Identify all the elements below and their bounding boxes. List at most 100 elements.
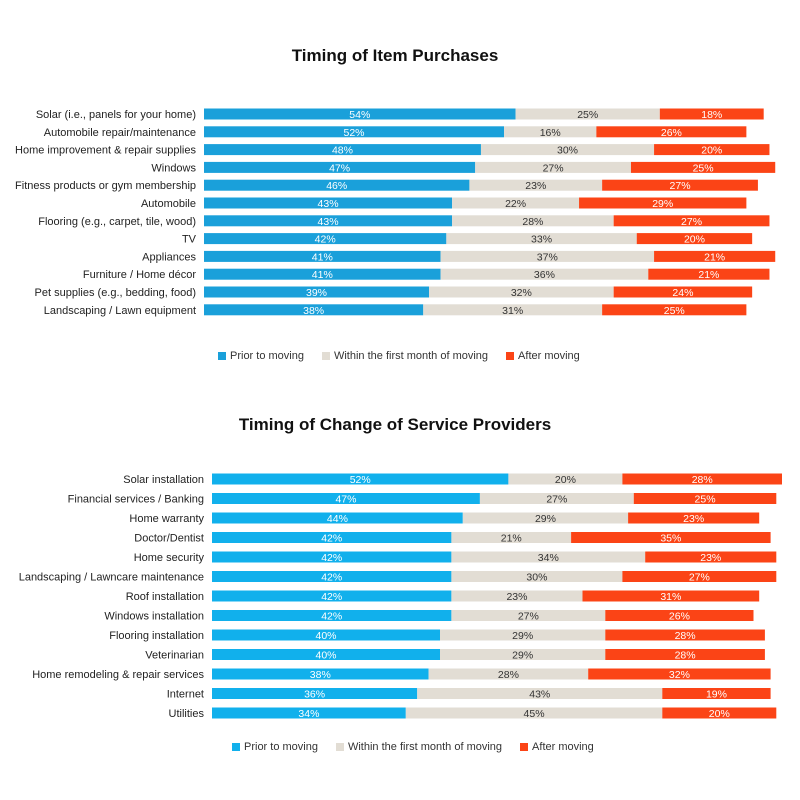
bar-segment [204, 144, 481, 156]
data-label: 19% [706, 689, 727, 701]
data-label: 30% [526, 572, 547, 584]
bar-segment [508, 473, 623, 485]
bar-segment [605, 629, 765, 641]
data-label: 32% [669, 669, 690, 681]
bar-segment [405, 707, 663, 719]
service-providers-chart-panel: Timing of Change of Service Providers So… [0, 395, 800, 800]
bar-segment [212, 610, 452, 621]
bar-segment [423, 304, 603, 316]
category-label: TV [182, 234, 197, 246]
chart-title: Timing of Change of Service Providers [238, 415, 552, 434]
data-label: 21% [501, 533, 522, 545]
data-label: 24% [672, 287, 693, 299]
data-label: 42% [321, 611, 342, 623]
category-label: Windows [151, 162, 196, 174]
data-label: 23% [525, 180, 546, 192]
bar-segment [596, 126, 747, 138]
category-label: Flooring installation [109, 630, 204, 642]
category-label: Financial services / Banking [68, 494, 204, 506]
purchases-chart-svg: Solar (i.e., panels for your home) 54% 25%… [15, 108, 776, 317]
legend-swatch [232, 743, 240, 751]
category-label: Solar installation [123, 474, 204, 486]
data-label: 25% [577, 109, 598, 121]
bar-segment [204, 197, 453, 209]
category-label: Utilities [169, 708, 205, 720]
category-label: Internet [167, 689, 204, 701]
bar-segment [212, 551, 452, 563]
data-label: 42% [321, 572, 342, 584]
bar-segment [440, 629, 606, 641]
legend-label: Prior to moving [230, 350, 304, 362]
category-label: Fitness products or gym membership [15, 180, 196, 192]
category-label: Veterinarian [145, 650, 204, 662]
bar-segment [212, 590, 452, 602]
bar-segment [469, 179, 603, 191]
data-label: 28% [692, 474, 713, 486]
data-label: 52% [350, 474, 371, 486]
bar-segment [212, 668, 429, 680]
bar-segment [462, 512, 629, 524]
legend-item: Prior to moving [232, 741, 318, 753]
bar-segment [630, 161, 776, 173]
data-label: 32% [511, 287, 532, 299]
data-label: 23% [506, 591, 527, 603]
data-label: 34% [298, 708, 319, 720]
data-label: 25% [695, 494, 716, 506]
data-label: 25% [693, 162, 714, 174]
bar-segment [613, 286, 753, 298]
bar-segment [446, 233, 637, 245]
bar-segment [440, 649, 606, 660]
bar-segment [204, 304, 424, 316]
bar-segment [212, 493, 480, 504]
data-label: 38% [310, 669, 331, 681]
data-label: 38% [303, 305, 324, 317]
service-providers-legend: Prior to moving Within the first month of… [232, 741, 594, 753]
bar-segment [579, 197, 747, 209]
bar-segment [645, 551, 777, 563]
bar-segment [204, 108, 516, 120]
legend-label: After moving [518, 350, 580, 362]
data-label: 28% [498, 669, 519, 681]
category-label: Home remodeling & repair services [32, 669, 204, 681]
bar-segment [204, 215, 453, 227]
data-label: 20% [701, 145, 722, 157]
bar-segment [515, 108, 660, 120]
data-label: 16% [540, 127, 561, 139]
data-label: 42% [315, 234, 336, 246]
data-label: 22% [505, 198, 526, 210]
data-label: 21% [704, 251, 725, 263]
data-label: 20% [709, 708, 730, 720]
bar-segment [602, 179, 758, 191]
legend-item: Within the first month of moving [321, 350, 488, 362]
bar-segment [628, 512, 760, 524]
bar-segment [428, 668, 589, 680]
bar-segment [479, 493, 634, 504]
data-label: 29% [512, 650, 533, 662]
bar-segment [212, 512, 463, 524]
data-label: 29% [535, 513, 556, 525]
bar-segment [636, 233, 753, 245]
bar-segment [605, 610, 754, 621]
data-label: 27% [689, 572, 710, 584]
data-label: 28% [675, 650, 696, 662]
legend-label: Prior to moving [244, 741, 318, 753]
data-label: 37% [537, 251, 558, 263]
data-label: 45% [524, 708, 545, 720]
data-label: 28% [522, 216, 543, 228]
bar-segment [622, 473, 782, 485]
data-label: 27% [543, 162, 564, 174]
bar-segment [451, 590, 583, 602]
bar-segment [582, 590, 760, 602]
data-label: 34% [538, 552, 559, 564]
data-label: 40% [315, 630, 336, 642]
bar-segment [204, 268, 441, 280]
bar-segment [451, 610, 606, 621]
data-label: 41% [312, 251, 333, 263]
bar-segment [588, 668, 771, 680]
bar-segment [440, 268, 649, 280]
bar-segment [504, 126, 597, 138]
legend-swatch [321, 352, 330, 360]
bar-segment [212, 707, 406, 719]
bar-segment [662, 707, 777, 719]
category-label: Landscaping / Lawn equipment [44, 305, 196, 317]
